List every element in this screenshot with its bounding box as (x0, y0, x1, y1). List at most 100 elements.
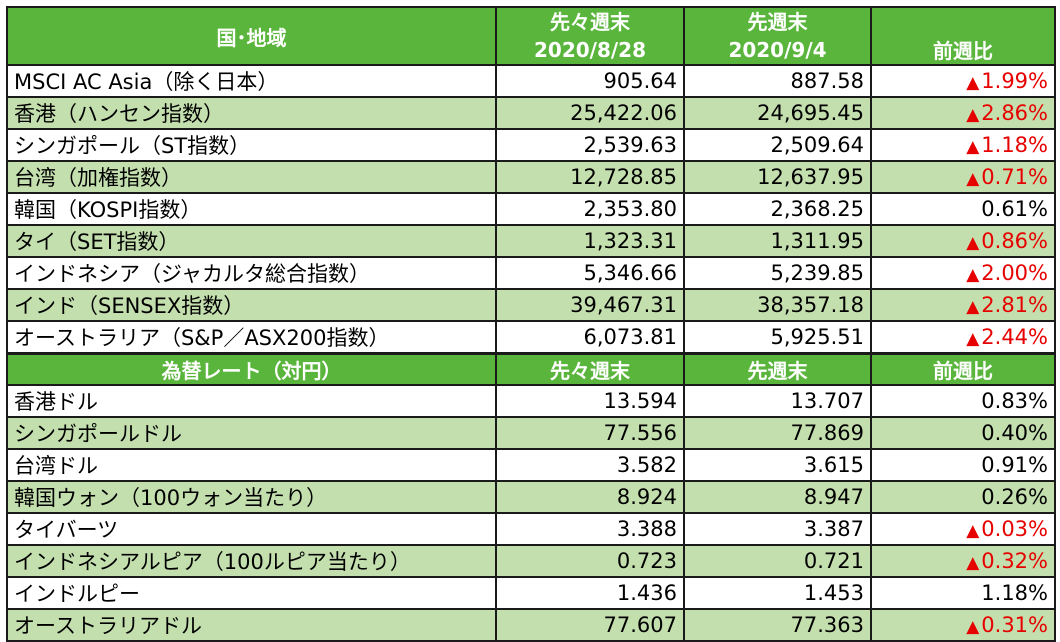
prev-week-value: 77.869 (683, 416, 872, 450)
weekly-change-value: 2.00% (981, 261, 1048, 285)
weekly-change-cell: ▲0.31% (870, 608, 1056, 642)
prev2-week-value: 3.582 (495, 448, 685, 482)
fx-header-prev2: 先々週末 (495, 352, 685, 386)
weekly-change-value: 0.31% (981, 613, 1048, 637)
prev2-week-value: 3.388 (495, 512, 685, 546)
prev2-week-value: 1.436 (495, 576, 685, 610)
weekly-change-cell: ▲0.32% (870, 544, 1056, 578)
row-label: オーストラリア（S&P／ASX200指数） (6, 320, 497, 355)
prev2-week-value: 2,353.80 (495, 192, 685, 226)
weekly-change-value: 0.32% (981, 549, 1048, 573)
weekly-change-value: 0.03% (981, 517, 1048, 541)
fx-row: オーストラリアドル 77.607 77.363 ▲0.31% (6, 608, 1056, 642)
row-label: インドルピー (6, 576, 497, 610)
prev-week-value: 3.387 (683, 512, 872, 546)
prev2-week-value: 12,728.85 (495, 160, 685, 194)
weekly-change-value: 2.44% (981, 325, 1048, 349)
prev2-week-value: 77.556 (495, 416, 685, 450)
fx-header-prev: 先週末 (683, 352, 872, 386)
weekly-change-value: 0.83% (981, 389, 1048, 413)
weekly-change-cell: ▲2.44% (870, 320, 1056, 355)
row-label: 韓国ウォン（100ウォン当たり） (6, 480, 497, 514)
prev2-week-value: 13.594 (495, 384, 685, 418)
prev-week-value: 77.363 (683, 608, 872, 642)
weekly-change-value: 0.61% (981, 197, 1048, 221)
prev-week-value: 13.707 (683, 384, 872, 418)
row-label: インドネシアルピア（100ルピア当たり） (6, 544, 497, 578)
weekly-change-cell: ▲2.81% (870, 288, 1056, 322)
prev-week-value: 24,695.45 (683, 96, 872, 130)
weekly-change-cell: 0.91% (870, 448, 1056, 482)
weekly-change-value: 0.26% (981, 485, 1048, 509)
row-label: タイ（SET指数） (6, 224, 497, 258)
row-label: インドネシア（ジャカルタ総合指数） (6, 256, 497, 290)
prev2-week-value: 0.723 (495, 544, 685, 578)
weekly-change-cell: ▲2.00% (870, 256, 1056, 290)
index-row: オーストラリア（S&P／ASX200指数） 6,073.81 5,925.51 ▲2.… (6, 320, 1056, 355)
header-prev2-label: 先々週末 (550, 10, 630, 34)
row-label: シンガポールドル (6, 416, 497, 450)
down-triangle-icon: ▲ (966, 329, 980, 349)
row-label: シンガポール（ST指数） (6, 128, 497, 162)
down-triangle-icon: ▲ (966, 297, 980, 317)
weekly-change-value: 0.91% (981, 453, 1048, 477)
down-triangle-icon: ▲ (966, 553, 980, 573)
fx-header-row: 為替レート（対円） 先々週末 先週末 前週比 (6, 352, 1056, 386)
weekly-change-value: 2.81% (981, 293, 1048, 317)
down-triangle-icon: ▲ (966, 169, 980, 189)
weekly-change-cell: ▲1.99% (870, 64, 1056, 98)
row-label: インド（SENSEX指数） (6, 288, 497, 322)
row-label: MSCI AC Asia（除く日本） (6, 64, 497, 98)
fx-row: シンガポールドル 77.556 77.869 0.40% (6, 416, 1056, 450)
prev-week-value: 887.58 (683, 64, 872, 98)
fx-row: 韓国ウォン（100ウォン当たり） 8.924 8.947 0.26% (6, 480, 1056, 514)
fx-row: 香港ドル 13.594 13.707 0.83% (6, 384, 1056, 418)
weekly-change-cell: ▲1.18% (870, 128, 1056, 162)
down-triangle-icon: ▲ (966, 617, 980, 637)
prev-week-value: 38,357.18 (683, 288, 872, 322)
prev2-week-value: 5,346.66 (495, 256, 685, 290)
prev-week-value: 1.453 (683, 576, 872, 610)
down-triangle-icon: ▲ (966, 233, 980, 253)
row-label: タイバーツ (6, 512, 497, 546)
row-label: 台湾（加権指数） (6, 160, 497, 194)
weekly-change-cell: 0.40% (870, 416, 1056, 450)
weekly-change-value: 2.86% (981, 101, 1048, 125)
row-label: 韓国（KOSPI指数） (6, 192, 497, 226)
header-prev2-week: 先々週末 2020/8/28 (495, 6, 685, 66)
weekly-change-value: 0.40% (981, 421, 1048, 445)
fx-row: 台湾ドル 3.582 3.615 0.91% (6, 448, 1056, 482)
header-prev-date: 2020/9/4 (728, 38, 827, 62)
index-row: タイ（SET指数） 1,323.31 1,311.95 ▲0.86% (6, 224, 1056, 258)
prev-week-value: 8.947 (683, 480, 872, 514)
row-label: 香港ドル (6, 384, 497, 418)
weekly-change-value: 1.18% (981, 133, 1048, 157)
weekly-change-cell: 0.26% (870, 480, 1056, 514)
prev-week-value: 3.615 (683, 448, 872, 482)
index-row: インド（SENSEX指数） 39,467.31 38,357.18 ▲2.81% (6, 288, 1056, 322)
fx-row: タイバーツ 3.388 3.387 ▲0.03% (6, 512, 1056, 546)
prev2-week-value: 905.64 (495, 64, 685, 98)
prev2-week-value: 39,467.31 (495, 288, 685, 322)
row-label: 香港（ハンセン指数） (6, 96, 497, 130)
prev-week-value: 0.721 (683, 544, 872, 578)
prev-week-value: 2,509.64 (683, 128, 872, 162)
down-triangle-icon: ▲ (966, 105, 980, 125)
prev-week-value: 12,637.95 (683, 160, 872, 194)
prev2-week-value: 2,539.63 (495, 128, 685, 162)
fx-header-change: 前週比 (870, 352, 1056, 386)
index-row: 香港（ハンセン指数） 25,422.06 24,695.45 ▲2.86% (6, 96, 1056, 130)
weekly-change-value: 0.86% (981, 229, 1048, 253)
down-triangle-icon: ▲ (966, 265, 980, 285)
weekly-change-cell: ▲0.71% (870, 160, 1056, 194)
down-triangle-icon: ▲ (966, 73, 980, 93)
index-row: インドネシア（ジャカルタ総合指数） 5,346.66 5,239.85 ▲2.00% (6, 256, 1056, 290)
fx-header-label: 為替レート（対円） (6, 352, 497, 386)
header-prev-label: 先週末 (747, 10, 808, 34)
prev-week-value: 2,368.25 (683, 192, 872, 226)
down-triangle-icon: ▲ (966, 521, 980, 541)
index-row: シンガポール（ST指数） 2,539.63 2,509.64 ▲1.18% (6, 128, 1056, 162)
weekly-change-cell: 0.83% (870, 384, 1056, 418)
indices-header-row: 国･地域 先々週末 2020/8/28 先週末 2020/9/4 前週比 (6, 6, 1056, 66)
header-weekly-change: 前週比 (870, 6, 1056, 66)
